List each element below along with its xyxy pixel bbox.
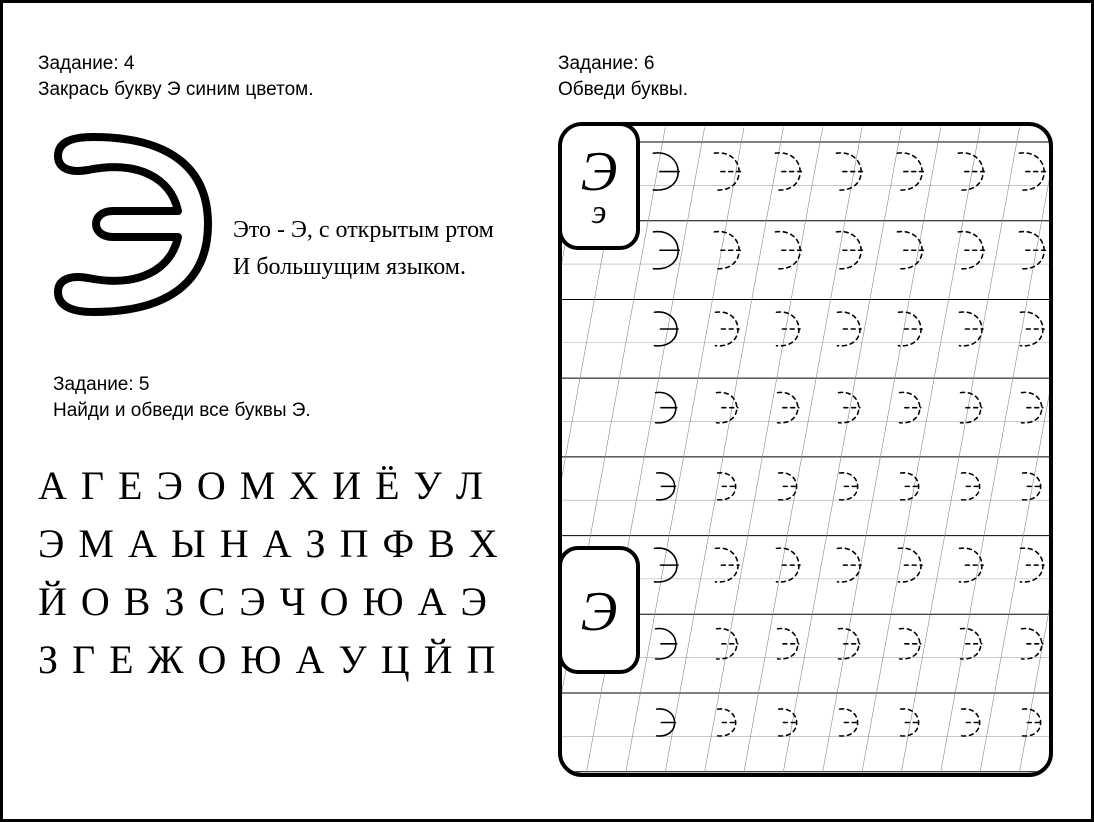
task5-text: Найди и обведи все буквы Э. [53,398,518,424]
letter-cell: У [338,633,368,687]
task4-label: Задание: 4 [38,51,518,77]
sample-upper-big: Э [581,144,618,200]
poem-line2: И большущим языком. [233,249,494,286]
letter-cell: А [418,575,449,629]
letter-cell: Ю [363,575,406,629]
letter-cell: В [428,517,457,571]
letter-row: ЙОВЗСЭЧОЮАЭ [38,575,518,629]
letter-cell: О [81,575,112,629]
letter-cell: З [38,633,60,687]
letter-cell: А [295,633,326,687]
tracing-practice-box: Э э Э [558,122,1053,777]
letter-cell: Й [424,633,455,687]
letter-cell: Х [469,517,500,571]
letter-cell: У [414,459,444,513]
sample-box-upper: Э э [558,122,640,250]
letter-cell: Н [220,517,251,571]
letter-cell: Э [461,575,489,629]
letter-cell: М [78,517,116,571]
letter-cell: Е [118,459,144,513]
letter-cell: А [263,517,294,571]
letter-cell: С [199,575,228,629]
letter-cell: Ф [382,517,416,571]
letter-cell: А [128,517,159,571]
sample-lower-small: э [592,194,607,232]
letter-e-block: Это - Э, с открытым ртом И большущим язы… [38,122,518,352]
letter-cell: Ю [240,633,283,687]
left-column: Задание: 4 Закрась букву Э синим цветом.… [38,51,518,691]
task4-text: Закрась букву Э синим цветом. [38,77,518,103]
letter-cell: Ч [280,575,308,629]
task5-header: Задание: 5 Найди и обведи все буквы Э. [53,372,518,423]
letter-cell: Ж [148,633,186,687]
big-letter-e-outline [38,122,223,332]
letter-cell: Э [156,459,184,513]
sample-box-lower: Э [558,546,640,674]
letter-cell: Х [289,459,320,513]
letter-row: АГЕЭОМХИЁУЛ [38,459,518,513]
letter-cell: П [466,633,497,687]
letter-cell: Г [81,459,106,513]
letter-cell: Е [109,633,135,687]
letter-cell: И [332,459,363,513]
letter-cell: З [306,517,328,571]
letter-row: ЭМАЫНАЗПФВХ [38,517,518,571]
task5-label: Задание: 5 [53,372,518,398]
letter-cell: Э [239,575,267,629]
letter-cell: Л [456,459,485,513]
task4-header: Задание: 4 Закрась букву Э синим цветом. [38,51,518,102]
poem: Это - Э, с открытым ртом И большущим язы… [233,212,494,286]
letter-cell: Й [38,575,69,629]
letter-cell: О [197,459,228,513]
letter-cell: А [38,459,69,513]
task6-text: Обведи буквы. [558,77,1058,103]
letter-cell: М [240,459,278,513]
letter-search-grid: АГЕЭОМХИЁУЛЭМАЫНАЗПФВХЙОВЗСЭЧОЮАЭЗГЕЖОЮА… [38,459,518,687]
worksheet-page: Задание: 4 Закрась букву Э синим цветом.… [0,0,1094,822]
letter-cell: Э [38,517,66,571]
letter-cell: О [197,633,228,687]
right-column: Задание: 6 Обведи буквы. Э э Э [558,51,1058,777]
letter-cell: П [340,517,371,571]
letter-cell: Ц [381,633,412,687]
letter-row: ЗГЕЖОЮАУЦЙП [38,633,518,687]
letter-cell: Г [72,633,97,687]
letter-cell: З [164,575,186,629]
letter-cell: В [124,575,153,629]
sample-upper-big2: Э [581,584,618,640]
task6-header: Задание: 6 Обведи буквы. [558,51,1058,102]
task6-label: Задание: 6 [558,51,1058,77]
poem-line1: Это - Э, с открытым ртом [233,212,494,249]
letter-cell: О [320,575,351,629]
letter-cell: Ы [171,517,208,571]
letter-cell: Ё [375,459,401,513]
